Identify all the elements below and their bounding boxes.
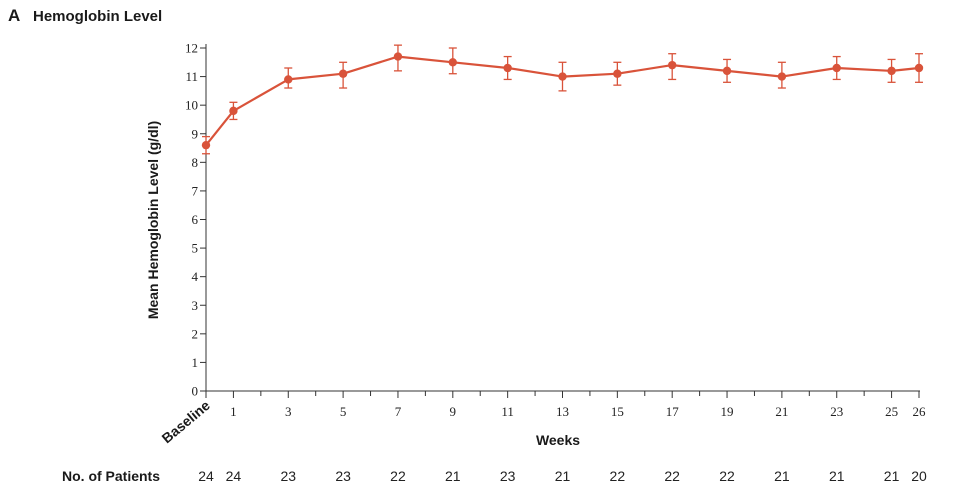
data-point: [777, 72, 787, 81]
patient-count: 24: [226, 468, 242, 484]
data-point: [338, 69, 348, 78]
x-tick-label: 5: [340, 404, 347, 419]
x-tick-label: Baseline: [159, 397, 214, 446]
patients-row-title: No. of Patients: [62, 468, 160, 484]
data-point: [914, 63, 924, 73]
y-axis-title: Mean Hemoglobin Level (g/dl): [145, 121, 161, 319]
y-tick-label: 5: [192, 241, 199, 256]
x-tick-label: 25: [885, 404, 898, 419]
patient-count: 22: [390, 468, 406, 484]
patient-count: 23: [335, 468, 351, 484]
data-point: [201, 140, 211, 150]
y-tick-label: 6: [192, 212, 199, 227]
x-tick-label: 26: [913, 404, 927, 419]
patient-count: 22: [610, 468, 626, 484]
data-point: [722, 66, 732, 76]
x-tick-label: 21: [775, 404, 788, 419]
y-tick-label: 9: [192, 126, 199, 141]
x-axis-title: Weeks: [536, 432, 580, 448]
y-tick-label: 4: [192, 269, 199, 284]
patient-count: 21: [555, 468, 571, 484]
panel-letter: A: [8, 6, 20, 25]
patient-count: 21: [774, 468, 790, 484]
patient-count: 23: [280, 468, 296, 484]
patient-count: 21: [829, 468, 845, 484]
data-point: [613, 69, 622, 78]
data-point: [558, 72, 567, 81]
patient-count: 24: [198, 468, 214, 484]
y-tick-label: 2: [192, 326, 199, 341]
panel-title: Hemoglobin Level: [33, 8, 162, 25]
data-point: [393, 52, 403, 61]
x-tick-label: 23: [830, 404, 843, 419]
x-tick-label: 17: [666, 404, 680, 419]
patient-count: 23: [500, 468, 516, 484]
y-tick-label: 11: [185, 69, 198, 84]
y-tick-label: 8: [192, 155, 199, 170]
x-tick-label: 19: [721, 404, 734, 419]
x-tick-label: 11: [501, 404, 514, 419]
y-tick-label: 0: [192, 384, 199, 399]
data-point: [832, 63, 841, 73]
x-tick-label: 1: [230, 404, 237, 419]
patient-count: 20: [911, 468, 927, 484]
patient-count: 21: [884, 468, 900, 484]
x-tick-label: 15: [611, 404, 624, 419]
y-tick-label: 10: [185, 98, 198, 113]
y-tick-label: 1: [192, 355, 199, 370]
data-point: [887, 66, 896, 76]
y-tick-label: 3: [192, 298, 199, 313]
patients-row: 24 24 23 23 22 21 23 21 22 22 22 21 21 21 20: [198, 468, 927, 484]
data-marks: [201, 44, 924, 155]
x-tick-label: 7: [395, 404, 402, 419]
data-point: [503, 63, 512, 73]
data-point: [229, 106, 238, 116]
patient-count: 22: [719, 468, 735, 484]
data-point: [448, 58, 458, 67]
x-tick-label: 3: [285, 404, 292, 419]
data-point: [284, 75, 293, 84]
data-point: [667, 60, 677, 70]
y-tick-label: 7: [192, 183, 199, 198]
patient-count: 21: [445, 468, 461, 484]
x-tick-label: 9: [450, 404, 457, 419]
x-tick-label: 13: [556, 404, 569, 419]
y-tick-label: 12: [185, 41, 198, 56]
patient-count: 22: [664, 468, 680, 484]
